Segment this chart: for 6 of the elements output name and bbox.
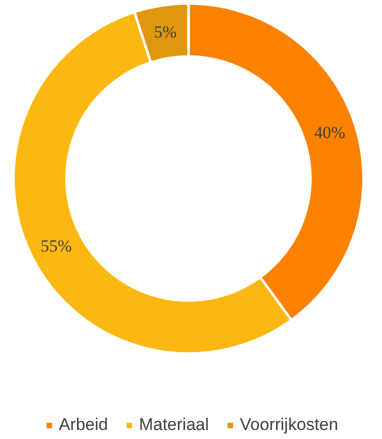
data-label: 5% [154,22,177,42]
legend-label: Arbeid [58,415,108,435]
legend-label: Voorrijkosten [240,415,338,435]
data-label: 55% [40,236,72,256]
data-label: 40% [314,123,346,142]
legend-label: Materiaal [138,415,209,435]
